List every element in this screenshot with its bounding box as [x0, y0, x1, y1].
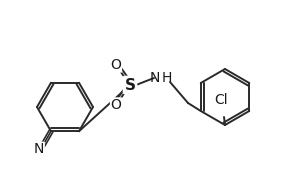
Text: O: O	[110, 98, 122, 112]
Text: H: H	[162, 71, 172, 85]
Text: Cl: Cl	[214, 93, 228, 107]
Text: N: N	[34, 142, 44, 156]
Text: O: O	[110, 58, 122, 72]
Text: N: N	[150, 71, 160, 85]
Text: S: S	[124, 77, 135, 93]
